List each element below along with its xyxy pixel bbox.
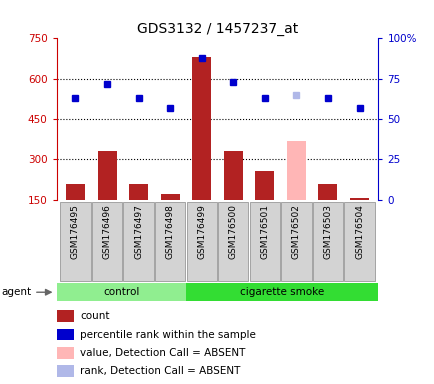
- Bar: [224, 151, 242, 200]
- Bar: [349, 199, 368, 200]
- Text: GSM176504: GSM176504: [354, 204, 363, 259]
- Bar: [318, 184, 337, 200]
- Bar: [66, 184, 85, 200]
- Text: cigarette smoke: cigarette smoke: [240, 287, 324, 297]
- Bar: [249, 202, 279, 281]
- Text: GSM176495: GSM176495: [71, 204, 80, 259]
- Bar: [155, 202, 185, 281]
- Text: count: count: [80, 311, 110, 321]
- Bar: [186, 202, 217, 281]
- Bar: [56, 329, 74, 340]
- Bar: [56, 365, 74, 377]
- Text: GSM176501: GSM176501: [260, 204, 269, 259]
- Bar: [92, 202, 122, 281]
- Bar: [255, 172, 274, 200]
- Bar: [312, 202, 342, 281]
- Text: GSM176499: GSM176499: [197, 204, 206, 259]
- Bar: [56, 347, 74, 359]
- Bar: [286, 141, 305, 200]
- Text: percentile rank within the sample: percentile rank within the sample: [80, 329, 256, 339]
- Text: GSM176497: GSM176497: [134, 204, 143, 259]
- Text: GSM176502: GSM176502: [291, 204, 300, 259]
- Bar: [60, 202, 90, 281]
- Bar: [56, 283, 185, 301]
- Text: agent: agent: [1, 287, 31, 297]
- Text: GSM176498: GSM176498: [165, 204, 174, 259]
- Bar: [123, 202, 153, 281]
- Bar: [217, 202, 248, 281]
- Text: value, Detection Call = ABSENT: value, Detection Call = ABSENT: [80, 348, 245, 358]
- Text: rank, Detection Call = ABSENT: rank, Detection Call = ABSENT: [80, 366, 240, 376]
- Text: GSM176500: GSM176500: [228, 204, 237, 259]
- Text: GSM176503: GSM176503: [323, 204, 332, 259]
- Bar: [97, 151, 116, 200]
- Bar: [192, 57, 210, 200]
- Bar: [129, 184, 148, 200]
- Text: control: control: [103, 287, 139, 297]
- Bar: [185, 283, 378, 301]
- Bar: [281, 202, 311, 281]
- Bar: [160, 194, 179, 200]
- Text: GSM176496: GSM176496: [102, 204, 111, 259]
- Title: GDS3132 / 1457237_at: GDS3132 / 1457237_at: [137, 22, 297, 36]
- Bar: [56, 311, 74, 322]
- Bar: [344, 202, 374, 281]
